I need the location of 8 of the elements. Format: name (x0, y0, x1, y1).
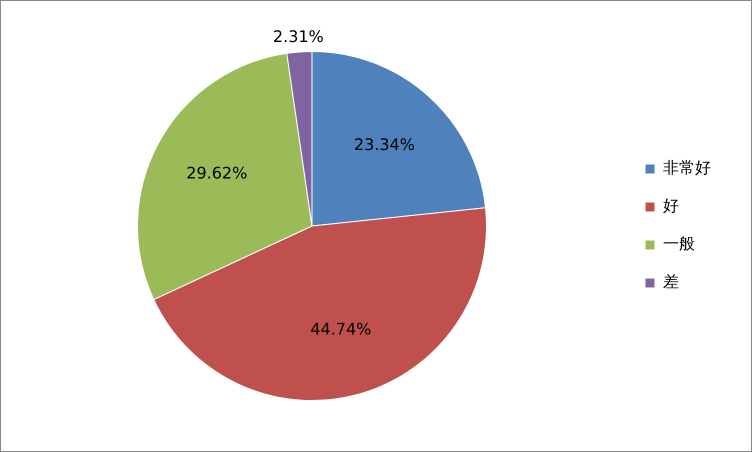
data-label: 44.74% (310, 319, 372, 338)
legend-label: 一般 (663, 234, 695, 254)
legend-label: 差 (663, 272, 679, 292)
data-label: 29.62% (186, 164, 248, 183)
legend-label: 好 (663, 196, 679, 216)
legend-label: 非常好 (663, 158, 711, 178)
data-label: 2.31% (272, 27, 324, 46)
data-label: 23.34% (354, 134, 415, 154)
